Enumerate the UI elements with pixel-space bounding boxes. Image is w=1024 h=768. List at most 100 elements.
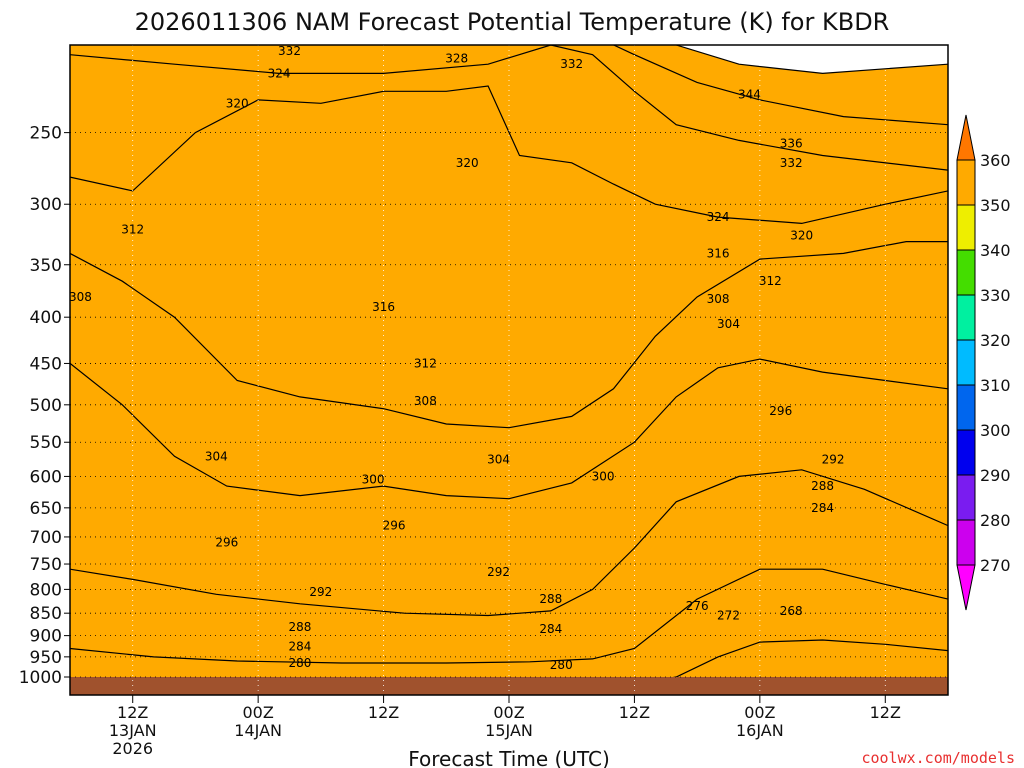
y-tick-label: 900: [30, 627, 62, 647]
contour-label: 296: [215, 536, 238, 550]
y-tick-label: 500: [30, 396, 62, 416]
contour-label: 316: [372, 300, 395, 314]
y-tick-label: 250: [30, 124, 62, 144]
y-tick-label: 650: [30, 499, 62, 519]
colorbar-label: 320: [980, 331, 1011, 350]
contour-label: 284: [539, 622, 562, 636]
colorbar-label: 360: [980, 151, 1011, 170]
y-tick-label: 800: [30, 580, 62, 600]
contour-label: 292: [487, 565, 510, 579]
contour-label: 296: [383, 519, 406, 533]
contour-line-330: [70, 45, 948, 171]
y-tick-label: 450: [30, 354, 62, 374]
contour-line-290: [70, 469, 948, 617]
contour-label: 320: [456, 156, 479, 170]
credit-text[interactable]: coolwx.com/models: [861, 749, 1015, 767]
x-tick-label: 14JAN: [234, 721, 282, 740]
colorbar-label: 350: [980, 196, 1011, 215]
contour-label: 312: [121, 223, 144, 237]
chart-title: 2026011306 NAM Forecast Potential Temper…: [135, 8, 890, 36]
contour-labels: 332 328 332 324 320 344 336 332 320 324 320 312 316 3…: [69, 44, 845, 672]
y-tick-label: 700: [30, 528, 62, 548]
contour-label: 332: [780, 156, 803, 170]
colorbar-label: 300: [980, 421, 1011, 440]
contour-label: 320: [226, 96, 249, 110]
x-tick-label: 12Z: [117, 703, 148, 722]
colorbar-label: 290: [980, 466, 1011, 485]
x-tick-label: 00Z: [242, 703, 273, 722]
y-axis: 250 300 350 400 450 500 550 600 650 700 750 800 850 9…: [19, 124, 70, 688]
y-tick-label: 550: [30, 433, 62, 453]
contour-label: 316: [707, 246, 730, 260]
colorbar-label: 270: [980, 556, 1011, 575]
contour-line-300: [70, 358, 948, 500]
contour-line-280: [70, 568, 948, 664]
contour-label: 288: [811, 479, 834, 493]
contour-label: 328: [445, 52, 468, 66]
contour-label: 324: [707, 210, 730, 224]
contour-label: 332: [278, 44, 301, 58]
y-tick-label: 300: [30, 195, 62, 215]
contour-label: 284: [288, 639, 311, 653]
colorbar-swatch: [956, 384, 976, 431]
contour-label: 308: [69, 290, 92, 304]
contour-label: 292: [309, 585, 332, 599]
contour-label: 292: [822, 453, 845, 467]
x-tick-label: 12Z: [619, 703, 650, 722]
x-tick-label: 16JAN: [736, 721, 784, 740]
y-tick-label: 400: [30, 308, 62, 328]
contour-label: 272: [717, 608, 740, 622]
contour-label: 296: [769, 404, 792, 418]
contour-label: 304: [717, 317, 740, 331]
colorbar-swatch: [956, 294, 976, 341]
contour-label: 304: [205, 449, 228, 463]
contour-line-350: [674, 45, 948, 75]
y-tick-label: 350: [30, 256, 62, 276]
x-tick-label: 2026: [112, 739, 153, 758]
colorbar-swatch: [956, 159, 976, 206]
colorbar-label: 340: [980, 241, 1011, 260]
colorbar-swatch: [956, 204, 976, 251]
colorbar-swatch: [956, 249, 976, 296]
contour-label: 332: [560, 57, 583, 71]
x-tick-label: 15JAN: [485, 721, 533, 740]
colorbar-label: 330: [980, 286, 1011, 305]
x-tick-label: 00Z: [493, 703, 524, 722]
x-tick-label: 13JAN: [109, 721, 157, 740]
contour-label: 336: [780, 136, 803, 150]
y-tick-label: 600: [30, 467, 62, 487]
colorbar-swatch: [956, 114, 976, 161]
contour-line-340: [612, 45, 948, 126]
contour-label: 288: [539, 592, 562, 606]
grid-lines: [70, 45, 948, 695]
contour-line-310: [70, 241, 948, 429]
colorbar-swatch: [956, 474, 976, 521]
contour-label: 268: [780, 604, 803, 618]
contour-label: 312: [759, 274, 782, 288]
plot-area: 332 328 332 324 320 344 336 332 320 324 320 312 316 3…: [69, 44, 949, 696]
x-axis-label: Forecast Time (UTC): [408, 747, 610, 768]
x-tick-label: 12Z: [368, 703, 399, 722]
colorbar-swatch: [956, 564, 976, 611]
contour-label: 324: [268, 66, 291, 80]
contour-label: 304: [487, 453, 510, 467]
contour-label: 288: [288, 620, 311, 634]
contour-label: 344: [738, 88, 761, 102]
contour-label: 312: [414, 356, 437, 370]
y-tick-label: 950: [30, 648, 62, 668]
colorbar-swatch: [956, 339, 976, 386]
y-tick-label: 750: [30, 555, 62, 575]
contour-label: 320: [790, 229, 813, 243]
y-tick-label: 850: [30, 604, 62, 624]
y-tick-label: 1000: [19, 668, 62, 688]
colorbar-swatch: [956, 519, 976, 566]
contour-label: 284: [811, 501, 834, 515]
contour-label: 280: [550, 658, 573, 672]
color-bands: [70, 45, 948, 695]
x-tick-label: 12Z: [870, 703, 901, 722]
colorbar: 270 280 290 300 310 320 330 340 350 360: [956, 114, 1011, 611]
contour-label: 308: [414, 394, 437, 408]
colorbar-swatch: [956, 429, 976, 476]
